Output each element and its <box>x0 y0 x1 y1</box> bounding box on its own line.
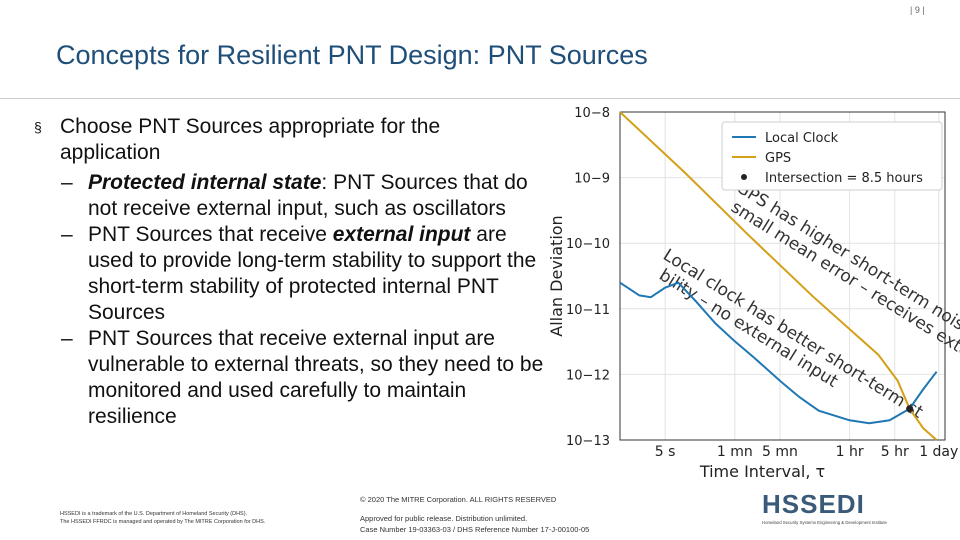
sub-bullet-dash: – <box>61 171 73 194</box>
sub-bullet-text: : PNT Sources that do not receive extern… <box>88 171 528 220</box>
y-tick-label: 10−11 <box>566 303 610 318</box>
sub-bullet-emphasis: external input <box>332 223 471 246</box>
legend-marker <box>741 174 747 180</box>
y-tick-label: 10−13 <box>566 434 610 449</box>
sub-bullet-text: PNT Sources that receive external input … <box>88 327 544 428</box>
legend-box <box>721 121 943 191</box>
trademark-line-2: The HSSEDI FFRDC is managed and operated… <box>60 519 266 525</box>
legend-label: Local Clock <box>765 131 839 146</box>
bullet-list: § Choose PNT Sources appropriate for the… <box>34 114 544 430</box>
main-bullet-text: Choose PNT Sources appropriate for the a… <box>60 115 441 164</box>
annotation-local-clock-2: bility – no external input <box>655 265 841 392</box>
slide-title: Concepts for Resilient PNT Design: PNT S… <box>56 40 648 70</box>
logo-wordmark: HSSEDI <box>762 489 865 519</box>
bullet-marker: § <box>34 119 42 135</box>
local-clock-series-line <box>619 281 938 425</box>
sub-bullet-pre: PNT Sources that receive <box>88 223 333 246</box>
sub-bullet-1: – Protected internal state: PNT Sources t… <box>34 170 544 222</box>
case-number-text: Case Number 19-03363-03 / DHS Reference … <box>360 525 590 534</box>
footer-trademark: HSSEDI is a trademark of the U.S. Depart… <box>60 510 265 526</box>
y-tick-label: 10−10 <box>566 237 610 252</box>
logo-tagline: Homeland Security Systems Engineering & … <box>762 520 888 525</box>
legend-label: GPS <box>765 151 791 166</box>
sub-bullet-emphasis: Protected internal state <box>88 171 322 194</box>
hssedi-logo: HSSEDI Homeland Security Systems Enginee… <box>762 489 888 525</box>
y-tick-label: 10−8 <box>574 106 610 121</box>
sub-bullet-3: – PNT Sources that receive external input… <box>34 326 544 430</box>
intersection-point <box>906 405 914 413</box>
y-axis-title: Allan Deviation <box>547 215 566 336</box>
copyright-text: © 2020 The MITRE Corporation. ALL RIGHTS… <box>360 495 557 504</box>
plot-frame <box>619 111 946 441</box>
gps-series-line <box>619 111 938 441</box>
x-tick-label: 1 day <box>919 444 958 460</box>
x-axis-title: Time Interval, τ <box>699 462 825 481</box>
x-tick-label: 1 hr <box>836 444 864 460</box>
x-tick-label: 5 hr <box>881 444 909 460</box>
approval-text: Approved for public release. Distributio… <box>360 514 528 523</box>
legend-label: Intersection = 8.5 hours <box>765 171 923 186</box>
y-tick-label: 10−12 <box>566 368 610 383</box>
sub-bullet-text: are used to provide long-term stability … <box>88 223 537 324</box>
x-tick-label: 5 s <box>655 444 676 460</box>
sub-bullet-2: – PNT Sources that receive external input… <box>34 222 544 326</box>
sub-bullet-dash: – <box>61 327 73 350</box>
title-divider <box>0 98 960 99</box>
y-tick-label: 10−9 <box>574 172 610 187</box>
allan-deviation-chart: 10−8 10−9 10−10 10−11 10−12 10−13 5 s 1 mn 5 mn 1… <box>547 106 960 481</box>
sub-bullet-dash: – <box>61 223 73 246</box>
trademark-line-1: HSSEDI is a trademark of the U.S. Depart… <box>60 511 248 517</box>
main-bullet: § Choose PNT Sources appropriate for the… <box>34 114 544 166</box>
x-tick-label: 1 mn <box>717 444 753 460</box>
page-number: | 9 | <box>910 5 925 15</box>
footer-legal: © 2020 The MITRE Corporation. ALL RIGHTS… <box>360 494 589 535</box>
x-tick-label: 5 mn <box>762 444 798 460</box>
